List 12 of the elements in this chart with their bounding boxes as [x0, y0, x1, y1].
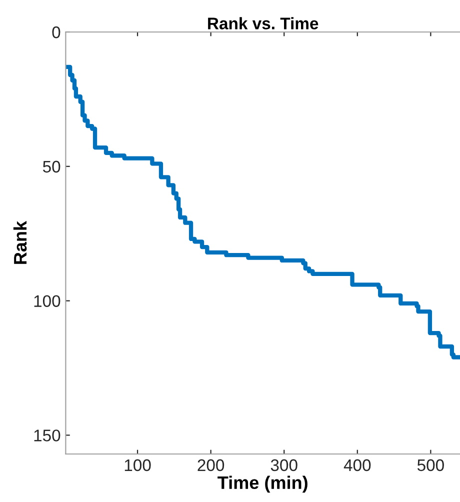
- x-tick-label: 200: [198, 459, 224, 472]
- y-tick-label: 150: [34, 430, 60, 442]
- chart-title: Rank vs. Time: [208, 17, 318, 30]
- y-tick-label: 50: [42, 160, 60, 173]
- x-axis-title: Time (min): [218, 476, 308, 493]
- y-tick-label: 100: [34, 295, 60, 307]
- y-tick-label: 0: [52, 26, 60, 38]
- x-tick-label: 500: [417, 459, 444, 472]
- y-axis-title: Rank: [13, 220, 27, 264]
- x-tick-label: 100: [124, 459, 151, 472]
- x-tick-label: 300: [270, 459, 298, 472]
- x-tick-label: 400: [344, 459, 371, 472]
